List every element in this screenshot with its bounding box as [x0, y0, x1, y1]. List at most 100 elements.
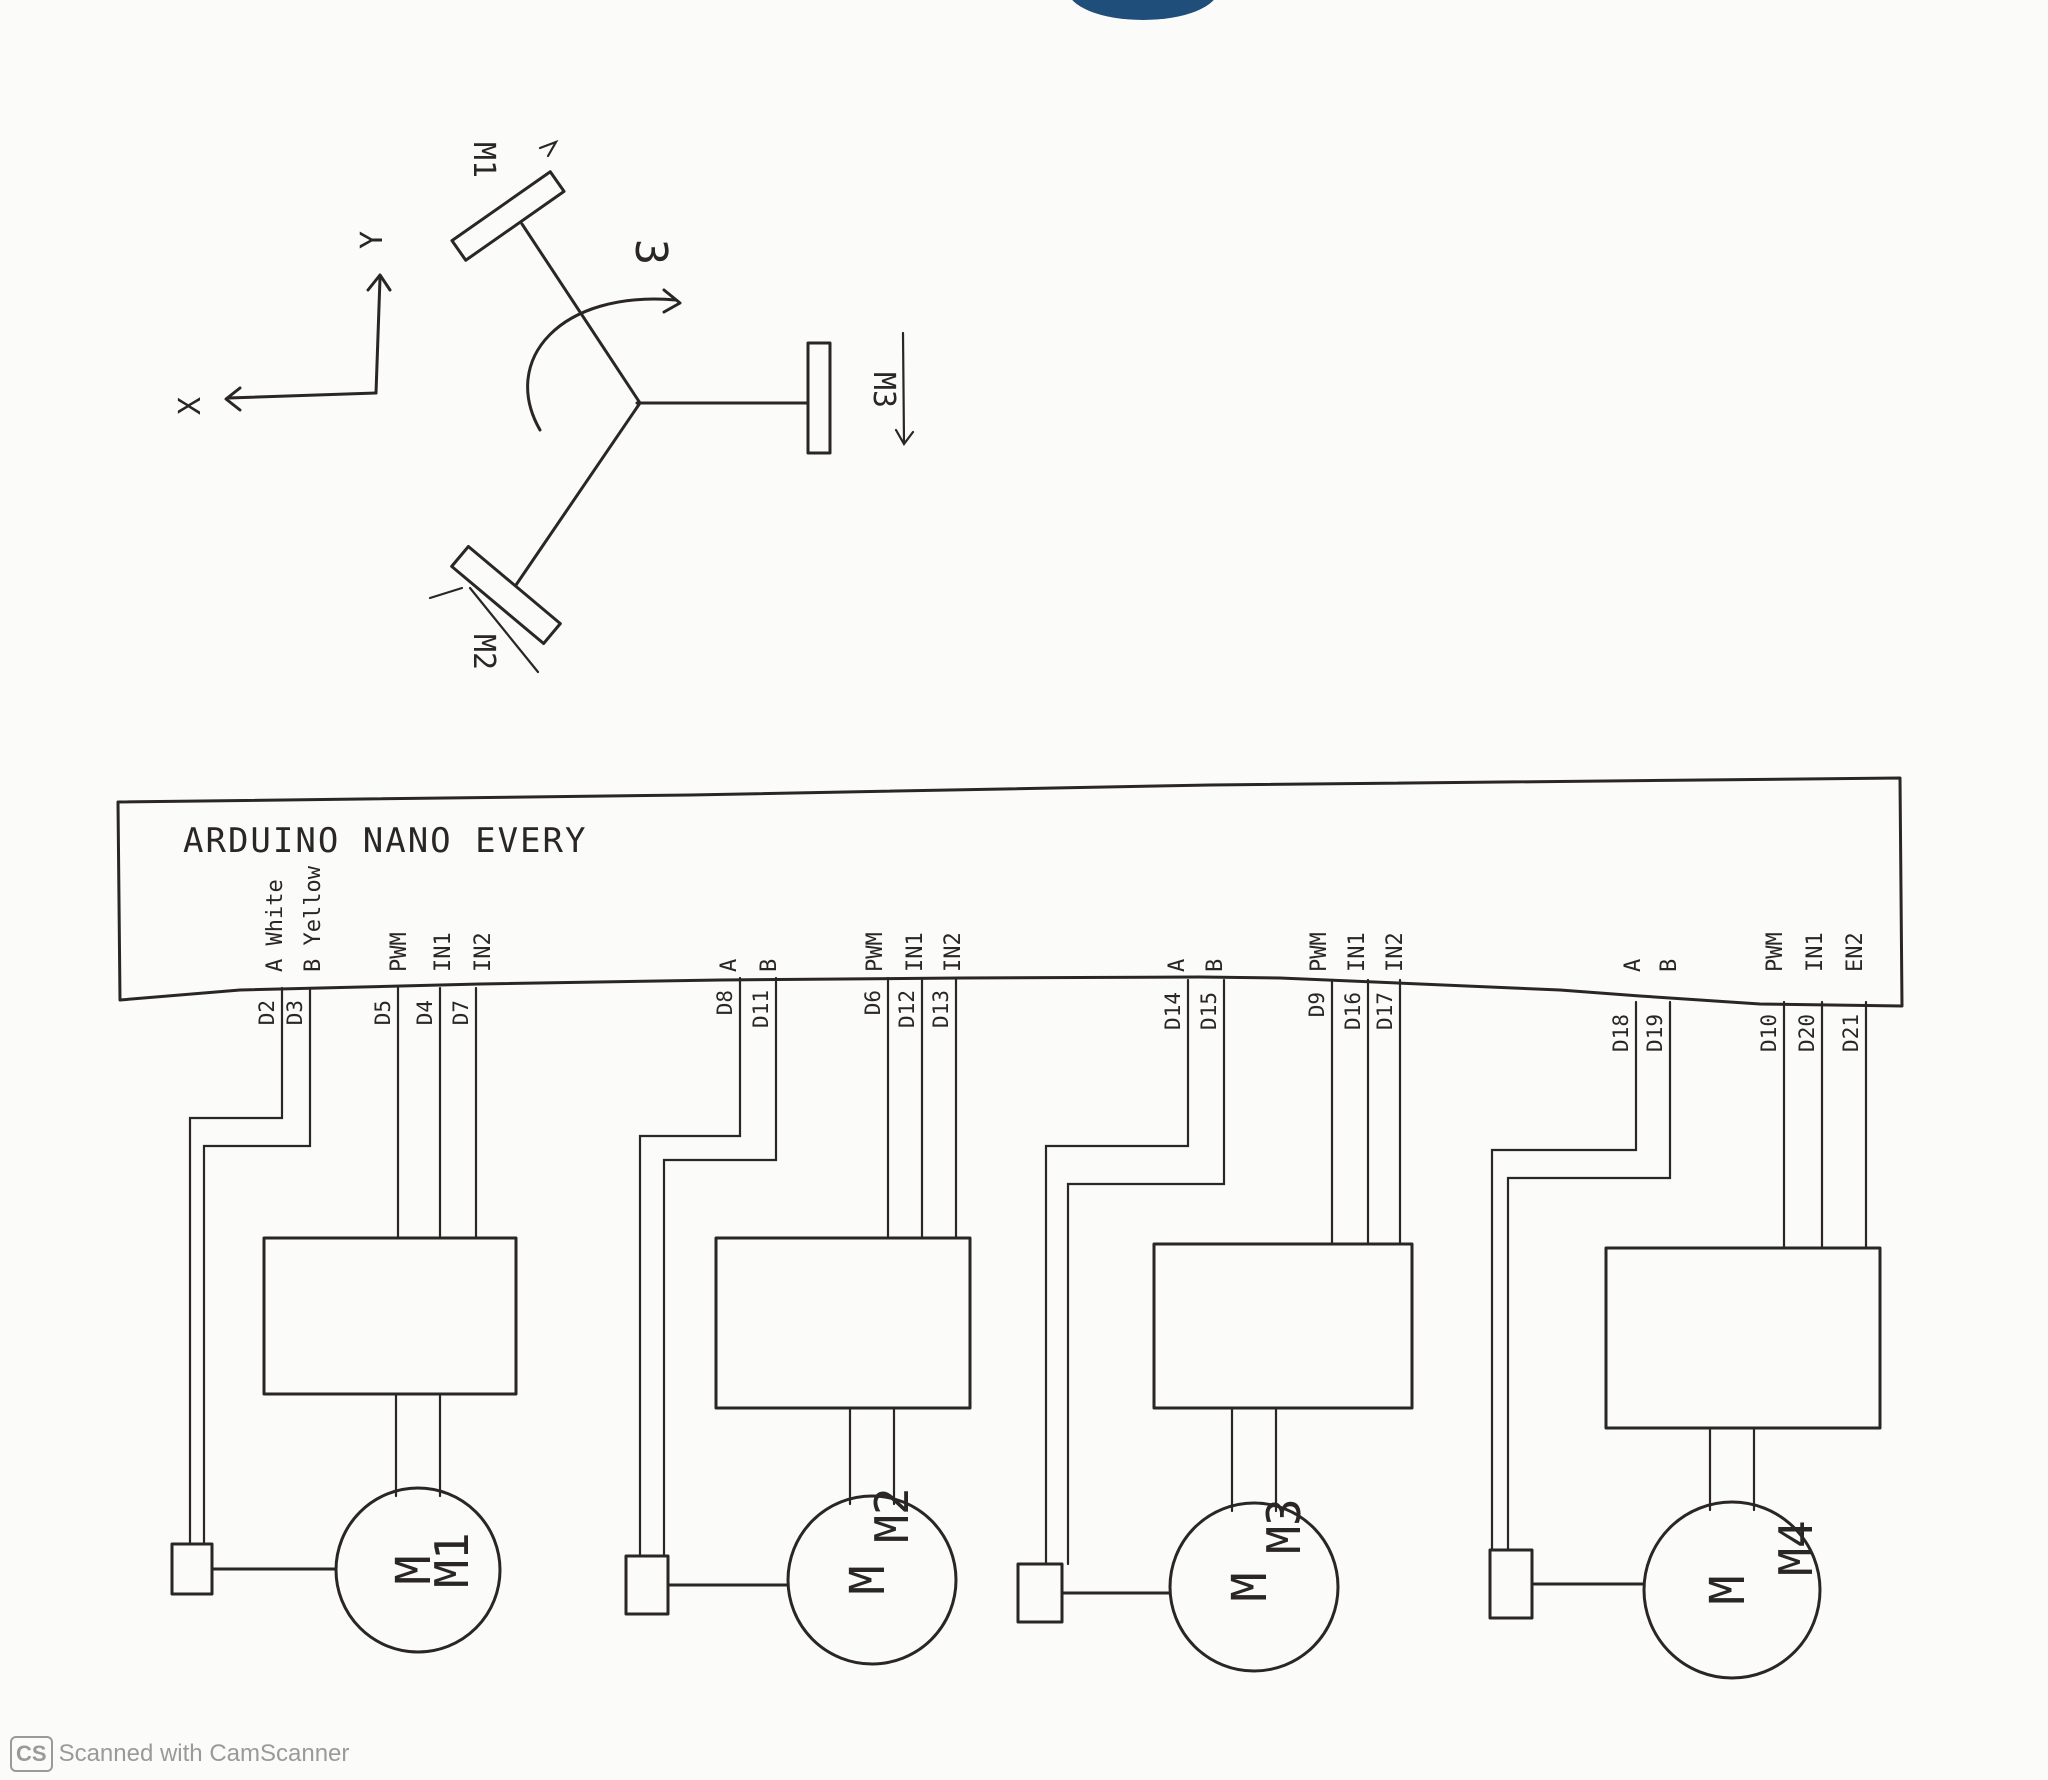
- encoder-wire-a: [1490, 1000, 1638, 1552]
- driver-signal-label: EN2: [1843, 932, 1868, 972]
- motor-symbol: M: [386, 1556, 442, 1585]
- driver-pin-label: D16: [1341, 992, 1365, 1030]
- x-axis-line: [226, 391, 378, 400]
- arduino-board: [116, 776, 1904, 1008]
- encoder-pin-label: D2: [255, 1000, 279, 1025]
- y-axis-label: Y: [355, 231, 390, 249]
- blue-object-edge: [1068, 0, 1218, 20]
- motor-driver-box: [1604, 1246, 1882, 1430]
- motor-circle: [786, 1494, 958, 1666]
- driver-signal-label: PWM: [863, 932, 888, 972]
- wheel-m2-direction-icon: [428, 586, 464, 600]
- driver-pin-label: D4: [413, 1000, 437, 1025]
- driver-signal-label: IN1: [903, 932, 928, 972]
- encoder-pin-label: D19: [1643, 1014, 1667, 1052]
- x-axis-label: X: [173, 397, 208, 415]
- encoder-block: [1016, 1562, 1064, 1624]
- encoder-signal-label: A White: [263, 879, 288, 972]
- motor-label: M1: [425, 1532, 479, 1587]
- camscanner-logo-icon: CS: [10, 1736, 53, 1772]
- encoder-wire-b: [1066, 978, 1226, 1566]
- driver-pin-label: D7: [449, 1000, 473, 1025]
- encoder-wire-a: [638, 976, 742, 1558]
- y-axis-line: [374, 276, 382, 395]
- encoder-signal-label: B: [1657, 959, 1682, 972]
- encoder-pin-label: D14: [1161, 992, 1185, 1030]
- driver-pin-label: D13: [929, 990, 953, 1028]
- motor-symbol: M: [840, 1566, 896, 1595]
- rotation-arrowhead: [662, 288, 682, 314]
- y-axis-arrowhead: [366, 273, 392, 292]
- motor-driver-box: [1152, 1242, 1414, 1410]
- encoder-signal-label: A: [1621, 959, 1646, 972]
- encoder-pin-label: D15: [1197, 992, 1221, 1030]
- motor-symbol: M: [1700, 1576, 1756, 1605]
- driver-pin-label: D17: [1373, 992, 1397, 1030]
- driver-pin-label: D12: [895, 990, 919, 1028]
- encoder-block: [624, 1554, 670, 1616]
- wheel-m3-direction-icon: [894, 331, 915, 446]
- motor-group-1: A White B Yellow PWM IN1 IN2 D2 D3 D5 D4 D7 MM1: [170, 865, 518, 1654]
- driver-signal-label: IN2: [471, 932, 496, 972]
- wheel-m3: [806, 341, 832, 455]
- driver-pin-label: D21: [1839, 1014, 1863, 1052]
- encoder-pin-label: D11: [749, 990, 773, 1028]
- driver-signal-label: PWM: [387, 932, 412, 972]
- encoder-wire-a: [1044, 978, 1190, 1566]
- wheel-arrangement: X Y M1 M2 M3: [173, 139, 915, 674]
- board-title: ARDUINO NANO EVERY: [183, 821, 587, 861]
- encoder-pin-label: D8: [713, 990, 737, 1015]
- encoder-block: [1488, 1548, 1534, 1620]
- wheel-m2-direction-line: [468, 586, 540, 674]
- scanner-watermark: CS Scanned with CamScanner: [10, 1734, 349, 1774]
- wheel-m2: [450, 544, 562, 646]
- driver-pin-label: D6: [861, 990, 885, 1015]
- motor-label: M2: [865, 1487, 919, 1542]
- motor-label: M4: [1769, 1520, 1823, 1575]
- encoder-signal-label: B: [757, 959, 782, 972]
- motor-circle: [1642, 1500, 1822, 1680]
- driver-signal-label: IN1: [1345, 932, 1370, 972]
- wheel-m1: [450, 170, 566, 262]
- encoder-block: [170, 1542, 214, 1596]
- encoder-signal-label: A: [717, 959, 742, 972]
- wheel-m1-direction-icon: [538, 139, 559, 158]
- watermark-text: Scanned with CamScanner: [58, 1740, 350, 1767]
- spoke-m2: [514, 401, 642, 587]
- driver-signal-label: IN1: [431, 932, 456, 972]
- encoder-wire-b: [202, 986, 312, 1546]
- driver-signal-label: IN2: [1383, 932, 1408, 972]
- encoder-signal-label: A: [1165, 959, 1190, 972]
- driver-pin-label: D5: [371, 1000, 395, 1025]
- driver-pin-label: D20: [1795, 1014, 1819, 1052]
- motor-group-2: A B PWM IN1 IN2 D8 D11 D6 D12 D13 M M2: [624, 932, 972, 1666]
- motor-symbol: M: [1222, 1573, 1278, 1602]
- driver-signal-label: PWM: [1307, 932, 1332, 972]
- driver-pin-label: D9: [1305, 992, 1329, 1017]
- motor-driver-box: [714, 1236, 972, 1410]
- wheel-m2-label: M2: [466, 634, 501, 670]
- motor-group-4: A B PWM IN1 EN2 D18 D19 D10 D20 D21 M M4: [1488, 932, 1882, 1680]
- encoder-wire-b: [1506, 1000, 1672, 1552]
- encoder-pin-label: D3: [283, 1000, 307, 1025]
- encoder-signal-label: B Yellow: [301, 865, 326, 972]
- motor-group-3: A B PWM IN1 IN2 D14 D15 D9 D16 D17 M M3: [1016, 932, 1414, 1673]
- rotation-label: 3: [625, 239, 676, 266]
- encoder-wire-b: [662, 976, 778, 1558]
- encoder-wire-a: [188, 986, 284, 1546]
- driver-signal-label: IN2: [941, 932, 966, 972]
- driver-signal-label: PWM: [1763, 932, 1788, 972]
- encoder-pin-label: D18: [1609, 1014, 1633, 1052]
- driver-signal-label: IN1: [1803, 932, 1828, 972]
- motor-label: M3: [1257, 1498, 1311, 1553]
- driver-pin-label: D10: [1757, 1014, 1781, 1052]
- motor-circle: [1168, 1501, 1340, 1673]
- wheel-m1-label: M1: [466, 142, 501, 178]
- motor-driver-box: [262, 1236, 518, 1396]
- encoder-signal-label: B: [1203, 959, 1228, 972]
- x-axis-arrowhead: [224, 386, 242, 412]
- rotation-arc: [526, 297, 678, 432]
